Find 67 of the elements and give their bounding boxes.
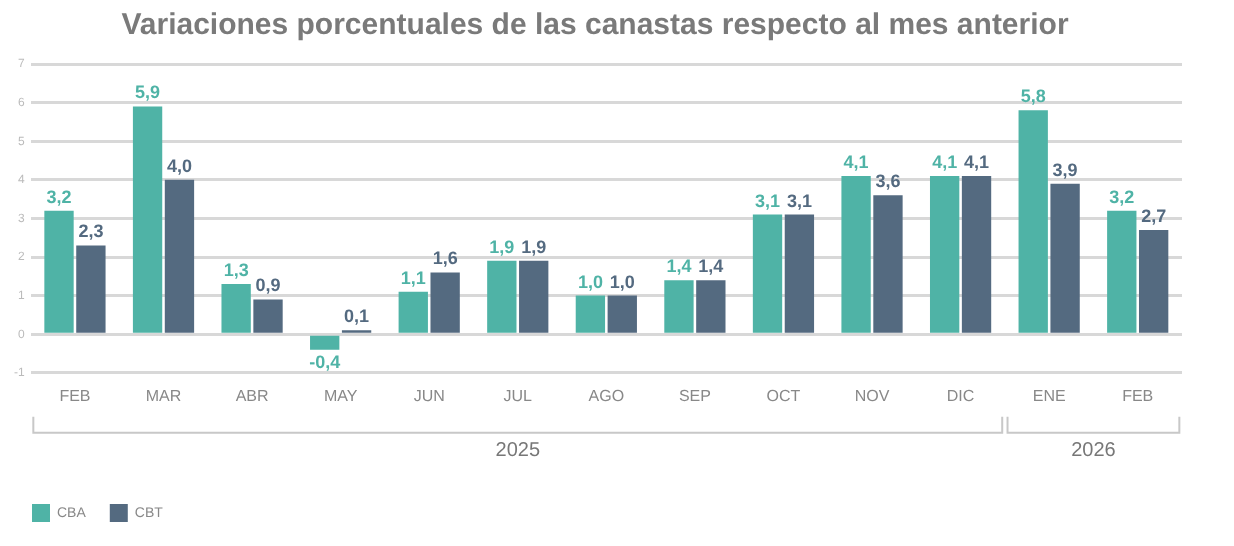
data-label: 1,1: [400, 267, 426, 288]
bar: [310, 335, 340, 350]
bar: [784, 214, 815, 333]
x-tick-label: SEP: [678, 386, 711, 405]
data-label: 3,6: [875, 171, 901, 192]
data-label: 1,9: [521, 236, 547, 257]
data-label: 2,3: [78, 221, 104, 242]
text: 2026: [1071, 440, 1117, 463]
x-tick-label: JUL: [503, 386, 534, 405]
bar: [44, 210, 74, 333]
bar: [132, 106, 163, 333]
data-label: 0,9: [255, 275, 281, 296]
x-tick-label: MAY: [323, 386, 359, 405]
data-label: 3,1: [786, 190, 812, 211]
text: 2025: [495, 440, 541, 463]
x-tick-label: OCT: [766, 386, 801, 405]
bar: [164, 179, 195, 333]
data-label: 3,2: [46, 186, 72, 207]
data-label: 5,9: [135, 82, 161, 103]
data-label: 4,1: [843, 151, 869, 172]
bar: [607, 295, 637, 333]
bar: [696, 280, 726, 333]
data-label: -0,4: [309, 351, 341, 372]
bar: [752, 214, 783, 333]
bar: [398, 291, 428, 333]
bar: [430, 272, 460, 333]
bar: [575, 295, 606, 333]
bar: [873, 195, 903, 333]
data-label: 3,9: [1052, 159, 1078, 180]
bar: [1050, 183, 1080, 333]
bar: [929, 175, 960, 333]
x-tick-label: FEB: [59, 386, 91, 405]
data-label: 1,6: [432, 248, 458, 269]
data-label: 1,4: [666, 256, 692, 277]
bar: [841, 175, 871, 333]
x-tick-label: JUN: [413, 386, 446, 405]
data-label: 0,1: [344, 306, 370, 327]
data-label: 1,4: [698, 256, 724, 277]
x-tick-label: MAR: [145, 386, 182, 405]
data-label: 1,9: [489, 236, 515, 257]
x-tick-label: ABR: [235, 386, 269, 405]
chart-title: Variaciones porcentuales de las canastas respecto al mes anterior: [121, 8, 1069, 43]
data-label: 1,3: [223, 259, 249, 280]
bar: [961, 175, 992, 333]
data-label: 4,1: [964, 151, 990, 172]
data-label: 2,7: [1141, 205, 1167, 226]
bar: [76, 245, 106, 333]
bar: [1138, 229, 1169, 333]
x-tick-label: NOV: [854, 386, 891, 405]
bar: [1107, 210, 1137, 333]
bar: [253, 299, 283, 333]
bar: [487, 260, 517, 333]
bar: [221, 284, 251, 333]
data-label: 3,1: [755, 190, 781, 211]
x-tick-label: DIC: [946, 386, 975, 405]
data-label: 4,0: [166, 155, 192, 176]
bar: [1018, 110, 1048, 333]
x-tick-label: ENE: [1032, 386, 1066, 405]
data-label: 5,8: [1020, 86, 1046, 107]
x-tick-label: FEB: [1122, 386, 1154, 405]
data-label: 1,0: [577, 271, 603, 292]
bar: [664, 280, 694, 333]
data-label: 1,0: [609, 271, 635, 292]
x-tick-label: AGO: [588, 386, 625, 405]
data-label: 3,2: [1109, 186, 1135, 207]
bar: [519, 260, 549, 333]
data-label: 4,1: [932, 151, 958, 172]
